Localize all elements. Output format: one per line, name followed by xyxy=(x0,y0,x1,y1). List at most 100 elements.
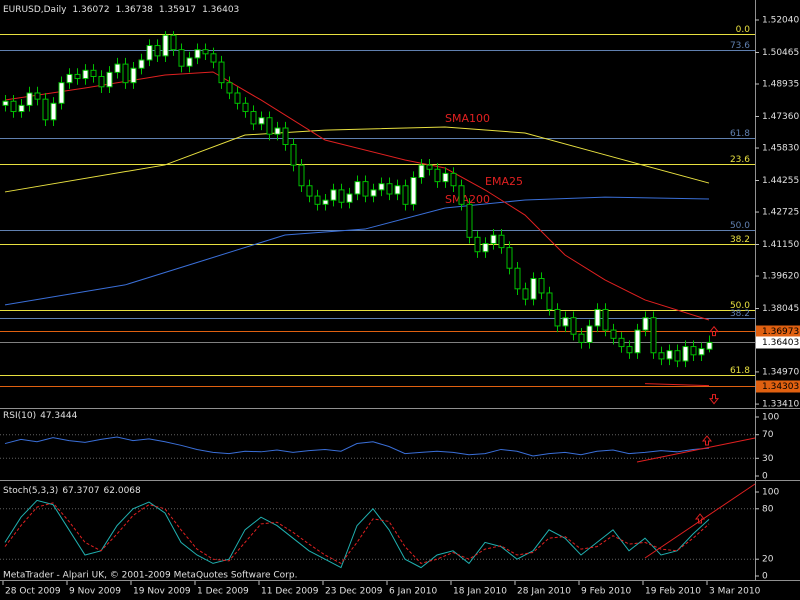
candle-body xyxy=(602,308,609,331)
candle-body xyxy=(514,267,521,290)
main-line xyxy=(4,499,710,569)
candle-body xyxy=(362,181,369,197)
ohlc-value: 1.36738 xyxy=(116,5,153,15)
y-tick-label: 1.33410 xyxy=(762,400,799,410)
trend-line xyxy=(636,437,756,463)
candle-body xyxy=(274,127,281,135)
arrow-up xyxy=(701,435,713,446)
candle-body xyxy=(458,185,465,205)
candle-body xyxy=(186,57,193,67)
candle-body xyxy=(234,92,241,104)
indicator-name: RSI(10) xyxy=(3,411,36,421)
y-tick-label: 1.44255 xyxy=(762,176,799,186)
candle-body xyxy=(610,329,617,339)
candle-body xyxy=(2,100,9,106)
y-tick-label: 70 xyxy=(762,430,774,440)
y-tick-label: 1.42725 xyxy=(762,208,799,218)
candle-body xyxy=(674,350,681,362)
date-label: 18 Jan 2010 xyxy=(453,587,507,597)
y-tick-label: 1.34970 xyxy=(762,367,799,377)
candle-body xyxy=(466,203,473,238)
ma-label: SMA100 xyxy=(445,112,490,125)
candle-body xyxy=(586,325,593,343)
alert-label-box xyxy=(756,380,800,393)
indicator-label: Stoch(5,3,3) 67.3707 62.0068 xyxy=(3,486,141,496)
candle-body xyxy=(626,346,633,354)
candle-body xyxy=(506,247,513,269)
candle-body xyxy=(178,49,185,67)
candle-body xyxy=(26,92,33,106)
candle-body xyxy=(306,185,313,197)
values-line xyxy=(4,436,710,457)
candle-body xyxy=(490,234,497,244)
candle-body xyxy=(10,100,17,113)
candle-body xyxy=(346,193,353,203)
candle-body xyxy=(154,45,161,57)
candle-body xyxy=(522,288,529,300)
candle-body xyxy=(498,234,505,249)
candle-body xyxy=(354,181,361,195)
candle-body xyxy=(242,102,249,113)
candle-body xyxy=(138,59,145,69)
candle-body xyxy=(530,278,537,300)
candle-body xyxy=(634,329,641,354)
current-price-box xyxy=(756,336,800,349)
candle-body xyxy=(210,53,217,63)
ohlc-value: 1.36403 xyxy=(202,5,239,15)
signal-line xyxy=(4,502,710,565)
date-label: 19 Feb 2010 xyxy=(645,587,701,597)
candle-body xyxy=(594,308,601,327)
indicator-label: RSI(10) 47.3444 xyxy=(3,411,78,421)
ohlc-value: 1.35917 xyxy=(159,5,196,15)
candle-body xyxy=(402,185,409,205)
candle-body xyxy=(322,199,329,205)
date-label: 6 Jan 2010 xyxy=(389,587,437,597)
candle-body xyxy=(250,111,257,125)
candle-body xyxy=(642,317,649,331)
date-label: 3 Mar 2010 xyxy=(709,587,761,597)
candle-body xyxy=(426,164,433,170)
y-tick-label: 1.48935 xyxy=(762,80,799,90)
candle-body xyxy=(410,177,417,205)
alert-label-box xyxy=(756,325,800,338)
date-label: 28 Jan 2010 xyxy=(517,587,571,597)
candle-body xyxy=(282,127,289,146)
symbol: EURUSD,Daily xyxy=(3,5,67,15)
candle-body xyxy=(394,185,401,195)
y-tick-label: 80 xyxy=(762,504,774,514)
indicator-value: 67.3707 xyxy=(62,486,99,496)
y-tick-label: 0 xyxy=(762,572,768,582)
candle-body xyxy=(258,117,265,125)
fib-label: 50.0 xyxy=(730,301,750,311)
candle-body xyxy=(106,71,113,88)
date-label: 11 Dec 2009 xyxy=(261,587,319,597)
candle-body xyxy=(690,346,697,356)
y-tick-label: 1.45830 xyxy=(762,144,799,154)
candle-body xyxy=(706,341,713,350)
candle-body xyxy=(18,104,25,113)
date-label: 19 Nov 2009 xyxy=(133,587,191,597)
candle-body xyxy=(58,82,65,104)
candle-body xyxy=(122,63,129,84)
arrow-up xyxy=(694,513,706,524)
fib-label: 38.2 xyxy=(730,309,750,319)
candle-body xyxy=(442,172,449,183)
fib-label: 61.8 xyxy=(730,129,750,139)
candle-body xyxy=(82,69,89,80)
fib-label: 0.0 xyxy=(736,25,751,35)
candle-body xyxy=(434,168,441,183)
candle-body xyxy=(298,164,305,187)
y-tick-label: 1.41150 xyxy=(762,240,799,250)
fib-label: 61.8 xyxy=(730,366,750,376)
indicator-value: 47.3444 xyxy=(40,411,77,421)
candle-body xyxy=(578,333,585,343)
moving-average xyxy=(4,196,710,306)
alert-label: 1.34303 xyxy=(762,382,799,392)
candle-body xyxy=(66,73,73,84)
candle-body xyxy=(570,317,577,335)
support-line xyxy=(644,383,710,387)
y-tick-label: 1.39620 xyxy=(762,272,799,282)
y-tick-label: 100 xyxy=(762,488,779,498)
candle-body xyxy=(562,317,569,327)
candle-body xyxy=(74,73,81,80)
